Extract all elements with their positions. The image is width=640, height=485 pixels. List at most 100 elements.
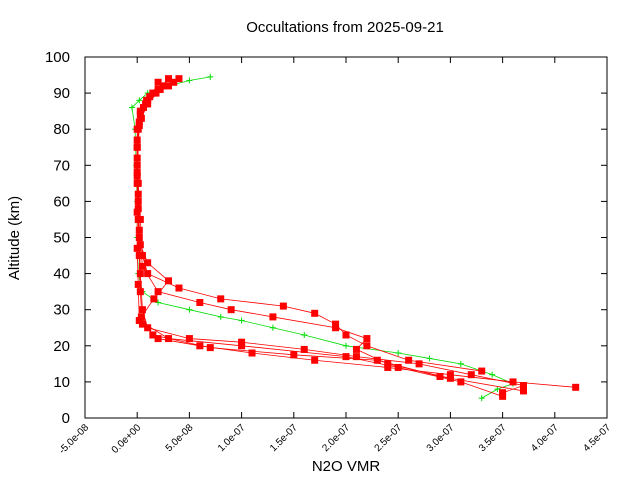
data-point (196, 342, 204, 350)
data-point (499, 389, 507, 397)
data-point (133, 244, 141, 252)
data-point (128, 104, 135, 111)
data-point (134, 205, 142, 213)
data-point (384, 363, 392, 371)
x-tick-label: 3.5e-07 (477, 422, 509, 454)
data-point (138, 320, 146, 328)
series-line (136, 81, 451, 379)
data-point (159, 82, 167, 90)
y-tick-label: 40 (53, 266, 70, 283)
data-point (135, 317, 143, 325)
data-point (426, 355, 433, 362)
x-tick-label: -5.0e-08 (57, 422, 91, 456)
data-point (279, 302, 287, 310)
y-tick-label: 60 (53, 193, 70, 210)
data-point (175, 284, 183, 292)
data-point (290, 351, 298, 359)
data-point (133, 136, 141, 144)
data-point (133, 208, 141, 216)
data-point (196, 298, 204, 306)
data-point (138, 306, 146, 314)
data-point (186, 306, 193, 313)
data-point (138, 262, 146, 270)
y-tick-label: 50 (53, 230, 70, 247)
series-line (136, 82, 576, 388)
data-point (572, 383, 580, 391)
data-point (446, 371, 454, 379)
x-tick-label: 2.5e-07 (373, 422, 405, 454)
data-point (352, 345, 360, 353)
data-point (478, 367, 486, 375)
data-point (509, 378, 517, 386)
data-point (342, 353, 350, 361)
x-axis-label: N2O VMR (312, 458, 381, 475)
series-occultation-1 (133, 75, 527, 397)
data-point (150, 295, 158, 303)
data-point (133, 169, 141, 177)
data-point (165, 75, 173, 83)
data-point (136, 111, 144, 119)
data-point (227, 306, 235, 314)
data-point (217, 313, 224, 320)
data-point (300, 345, 308, 353)
data-point (499, 392, 507, 400)
data-point (186, 77, 193, 84)
x-tick-label: 5.0e-08 (164, 422, 196, 454)
data-point (144, 100, 152, 108)
data-point (136, 215, 144, 223)
data-point (155, 299, 162, 306)
data-point (156, 85, 164, 93)
data-point (415, 360, 423, 368)
series-occultation-6 (133, 82, 527, 395)
series-occultation-5 (133, 85, 507, 400)
data-point (342, 331, 350, 339)
x-tick-label: 0.0e+00 (110, 422, 144, 456)
chart-title: Occultations from 2025-09-21 (246, 19, 444, 36)
data-point (144, 270, 152, 278)
data-point (238, 342, 246, 350)
data-point (165, 82, 173, 90)
data-point (248, 349, 256, 357)
data-point (373, 356, 381, 364)
y-tick-label: 90 (53, 85, 70, 102)
data-point (154, 335, 162, 343)
data-point (457, 378, 465, 386)
data-point (137, 313, 145, 321)
series-line (136, 78, 482, 372)
x-tick-label: 3.0e-07 (425, 422, 457, 454)
data-point (143, 96, 151, 104)
data-point (269, 313, 277, 321)
data-point (467, 371, 475, 379)
data-point (384, 360, 392, 368)
data-point (395, 350, 402, 357)
x-tick-label: 2.0e-07 (320, 422, 352, 454)
data-point (206, 344, 214, 352)
data-point (170, 78, 178, 86)
data-point (494, 386, 501, 393)
data-point (238, 317, 245, 324)
data-point (154, 288, 162, 296)
data-point (394, 363, 402, 371)
data-point (311, 356, 319, 364)
data-point (457, 360, 464, 367)
data-point (146, 93, 154, 101)
y-tick-label: 0 (62, 410, 70, 427)
data-point (332, 320, 340, 328)
y-tick-label: 70 (53, 157, 70, 174)
data-point (238, 338, 246, 346)
data-point (436, 372, 444, 380)
data-point (343, 342, 349, 349)
data-point (519, 382, 527, 390)
data-point (363, 342, 371, 350)
data-point (152, 89, 160, 97)
data-point (136, 97, 143, 104)
data-point (136, 270, 144, 278)
data-point (332, 324, 340, 332)
data-point (138, 252, 146, 260)
plot-frame (84, 56, 608, 419)
data-point (301, 331, 308, 338)
data-point (134, 125, 142, 133)
data-point (135, 234, 143, 241)
